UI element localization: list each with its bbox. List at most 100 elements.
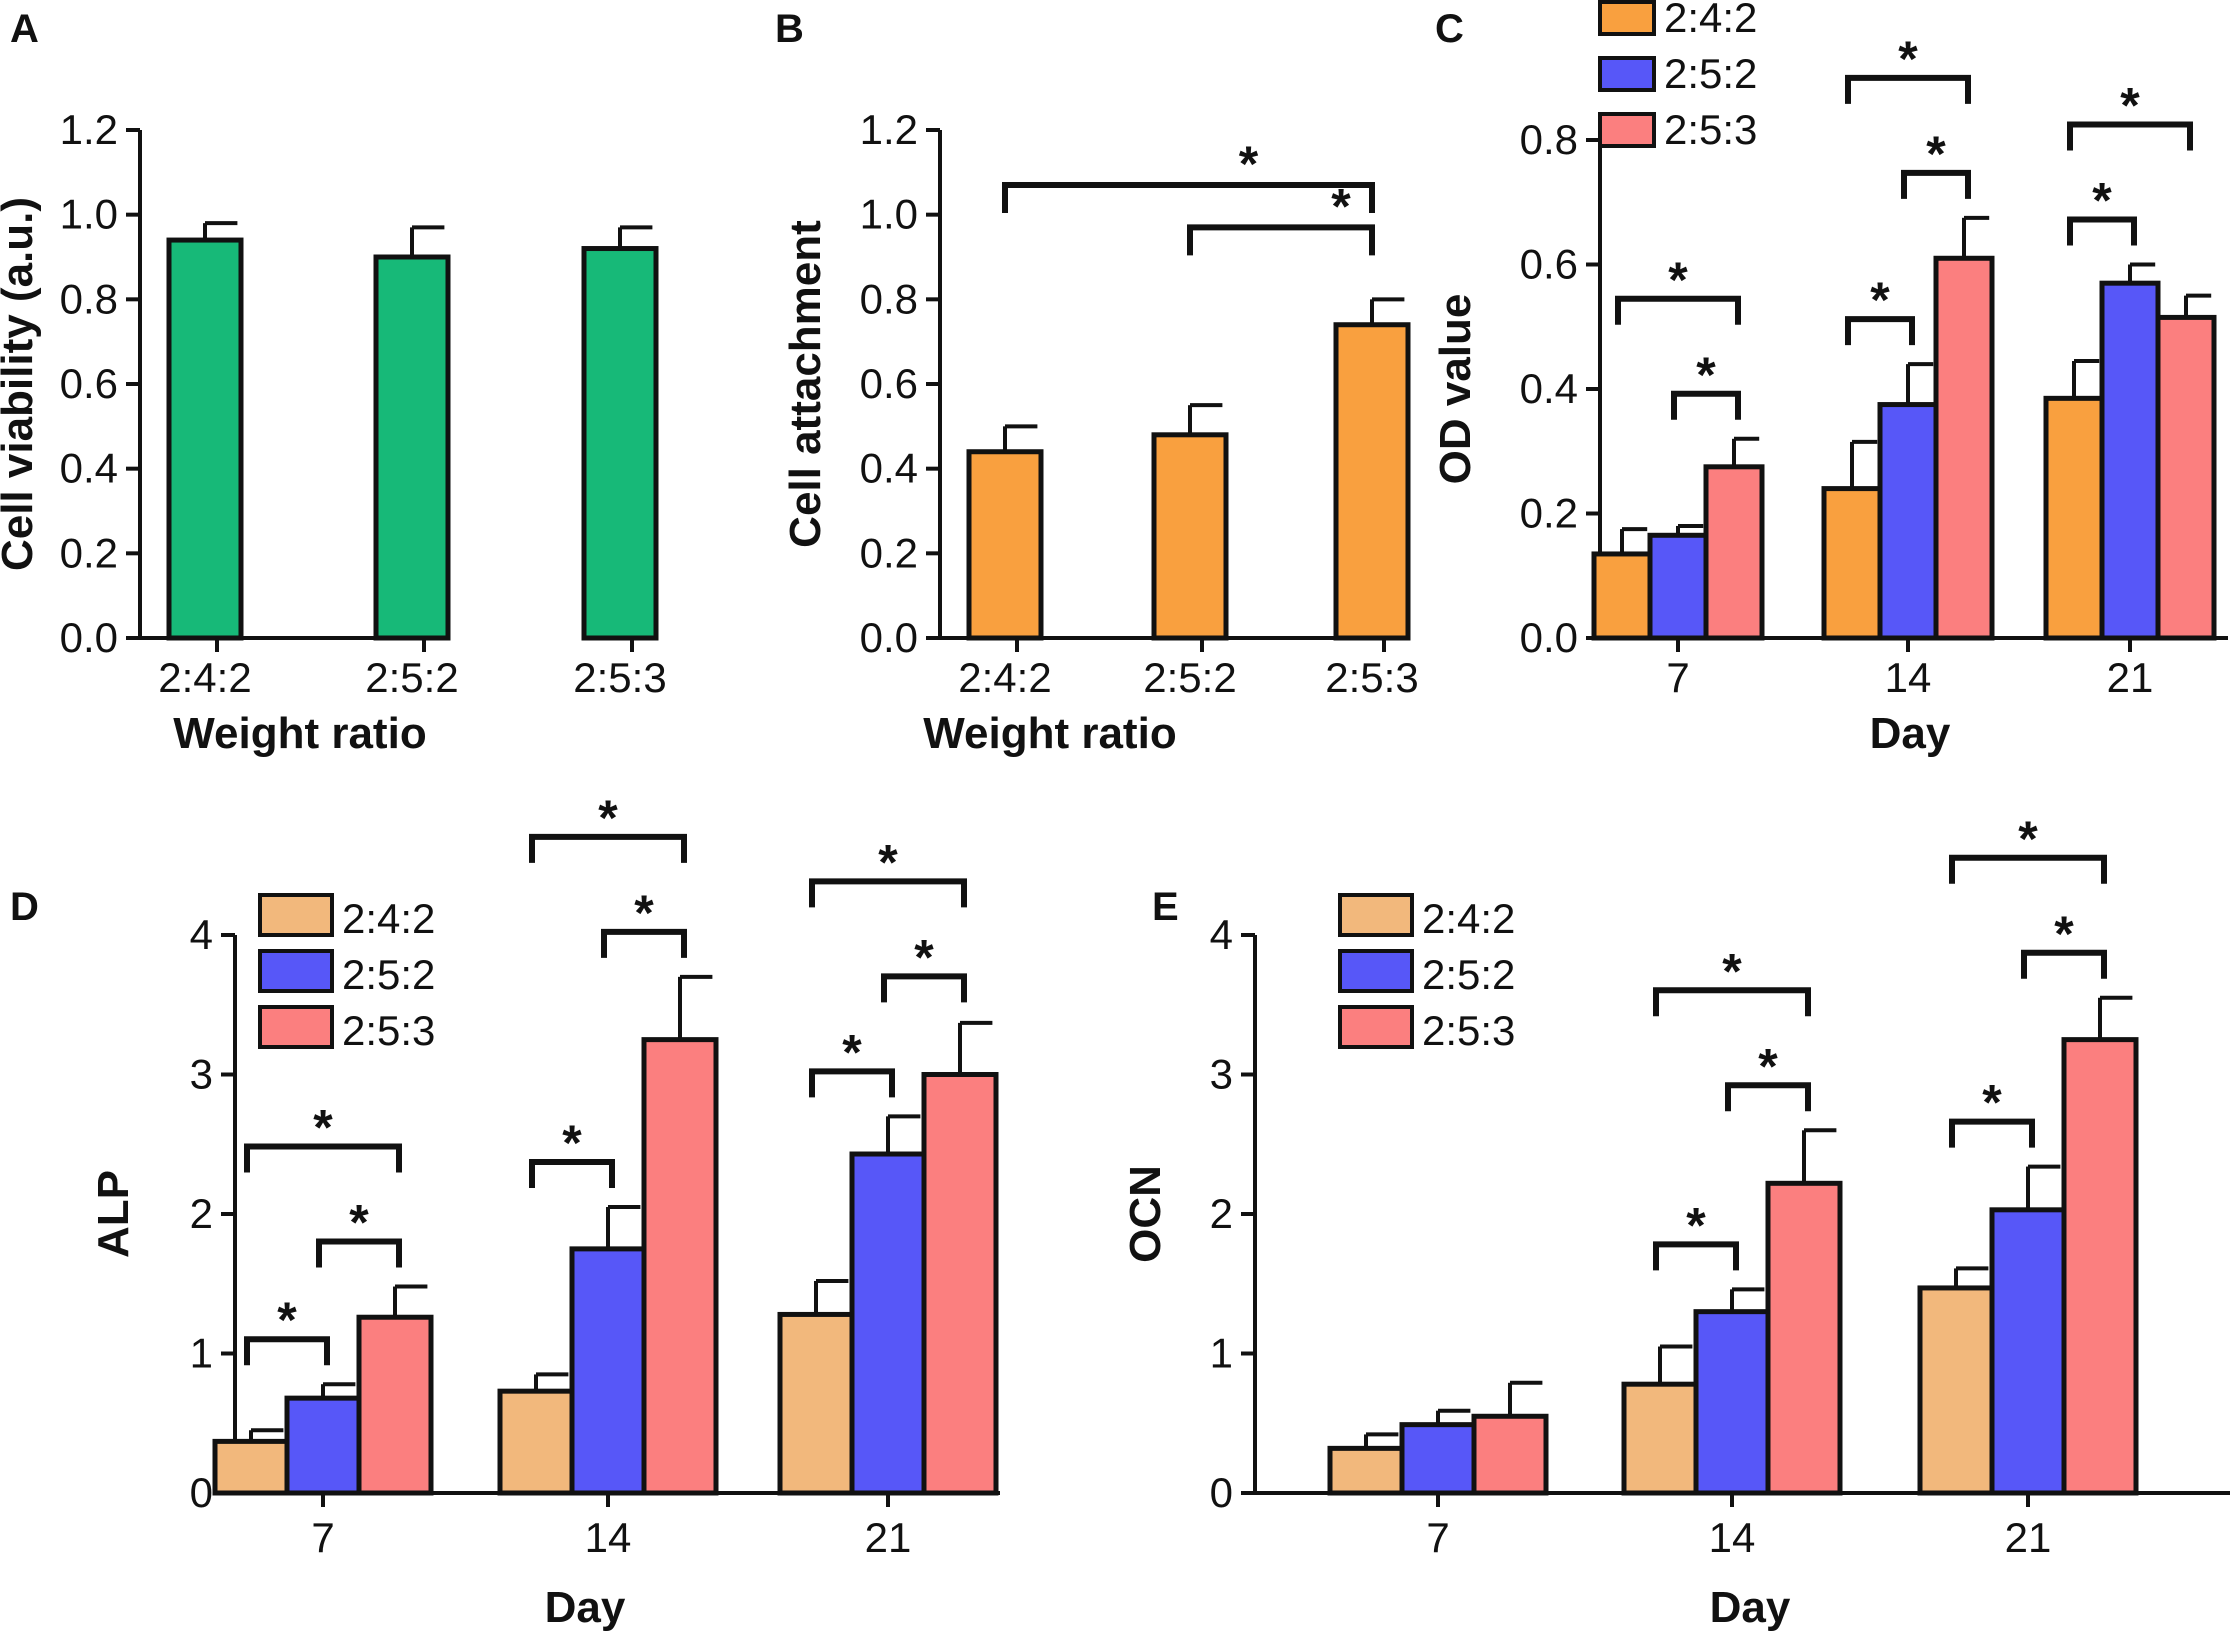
y-tick-label: 3 [190,1051,213,1098]
significance-star: * [2120,78,2140,134]
bar [212,1438,290,1496]
legend-swatch [258,1005,334,1049]
x-axis-title: Day [1870,709,1951,758]
bar [1877,402,1939,641]
significance-star: * [914,929,934,985]
panel-e: E 0 1 2 3 4 7 14 21 Day OCN * * * * * * 2:4:2 2:5:2 2:5:3 [1121,811,2230,1632]
significance-bracket [1653,1241,1739,1271]
y-tick-label: 0.2 [60,529,118,576]
legend-label: 2:5:3 [1422,1007,1515,1054]
x-tick-label: 7 [311,1514,334,1561]
significance-bracket [244,1143,402,1173]
significance-bracket [1949,854,2107,884]
x-axis-title: Weight ratio [173,709,426,758]
bar [1917,1285,1995,1496]
legend-label: 2:4:2 [342,895,435,942]
bar [1647,532,1709,641]
y-axis-title: ALP [89,1170,138,1258]
bar [1327,1445,1405,1496]
y-tick-label: 0.2 [860,529,918,576]
x-tick-label: 21 [2005,1514,2052,1561]
legend-swatch [1338,1005,1414,1049]
significance-bracket [529,1159,615,1189]
bar [373,254,451,641]
bar [581,246,659,641]
significance-star: * [634,885,654,941]
significance-bracket [529,833,687,863]
y-tick-label: 0.0 [1520,614,1578,661]
significance-bracket [316,1238,402,1268]
y-tick-label: 1.0 [860,191,918,238]
significance-star: * [1722,943,1742,999]
y-axis-title: Cell attachment [781,220,830,548]
significance-star: * [878,834,898,890]
y-tick-label: 1 [1210,1330,1233,1377]
significance-star: * [562,1115,582,1171]
y-tick-label: 1.2 [860,106,918,153]
bar [641,1037,719,1496]
bar [2043,395,2105,641]
legend-swatch [258,949,334,993]
y-tick-label: 0.8 [1520,116,1578,163]
y-tick-label: 3 [1210,1051,1233,1098]
bar [284,1395,362,1496]
significance-bracket [601,928,687,958]
significance-bracket [1901,169,1971,199]
x-axis-title: Weight ratio [923,709,1176,758]
significance-bracket [1002,182,1375,214]
significance-bracket [2021,949,2107,979]
bar [1821,486,1883,641]
x-tick-label: 21 [2107,654,2154,701]
y-tick-label: 1 [190,1330,213,1377]
legend-swatch [1598,0,1656,36]
bar [966,449,1044,641]
y-tick-label: 0.6 [860,360,918,407]
panel-letter: E [1152,885,1179,929]
x-tick-label: 7 [1666,654,1689,701]
y-tick-label: 0 [190,1469,213,1516]
legend-label: 2:4:2 [1664,0,1757,41]
y-tick-label: 4 [190,911,213,958]
bar [1333,322,1411,641]
x-tick-label: 14 [585,1514,632,1561]
y-axis-title: OCN [1121,1165,1170,1263]
bar [1765,1180,1843,1496]
x-tick-label: 2:5:3 [573,654,666,701]
significance-bracket [2067,121,2193,151]
bar [1399,1422,1477,1496]
x-tick-label: 2:4:2 [958,654,1051,701]
legend-label: 2:5:3 [342,1007,435,1054]
significance-bracket [2067,216,2137,246]
legend-swatch [1338,893,1414,937]
y-tick-label: 0.4 [860,445,918,492]
legend: 2:4:2 2:5:2 2:5:3 [1338,893,1515,1054]
x-tick-label: 14 [1885,654,1932,701]
significance-bracket [1653,987,1811,1017]
y-tick-label: 0 [1210,1469,1233,1516]
significance-star: * [1696,347,1716,403]
x-tick-label: 2:5:3 [1325,654,1418,701]
bar [1591,551,1653,641]
bar [1693,1309,1771,1496]
legend-swatch [258,893,334,937]
bar [166,237,244,641]
significance-star: * [1898,31,1918,87]
legend-swatch [1338,949,1414,993]
x-tick-label: 14 [1709,1514,1756,1561]
panel-letter: D [10,885,39,929]
significance-star: * [277,1292,297,1348]
significance-bracket [1725,1082,1811,1112]
panel-a: A 0.0 0.2 0.4 0.6 0.8 1.0 1.2 2:4:2 2:5:2 2:5:3 Wei… [0,7,667,758]
significance-bracket [1187,224,1375,256]
significance-star: * [2018,811,2038,867]
y-axis-title: OD value [1431,294,1480,485]
y-tick-label: 0.6 [1520,241,1578,288]
y-tick-label: 0.6 [60,360,118,407]
y-tick-label: 0.4 [1520,365,1578,412]
y-tick-label: 1.0 [60,191,118,238]
y-tick-label: 0.4 [60,445,118,492]
significance-star: * [1870,272,1890,328]
panel-d: D 0 1 2 3 4 7 14 21 Day ALP * * * * * * * * * 2:4:2 2:5:2 2:5:… [10,790,1000,1632]
bar [356,1314,434,1496]
